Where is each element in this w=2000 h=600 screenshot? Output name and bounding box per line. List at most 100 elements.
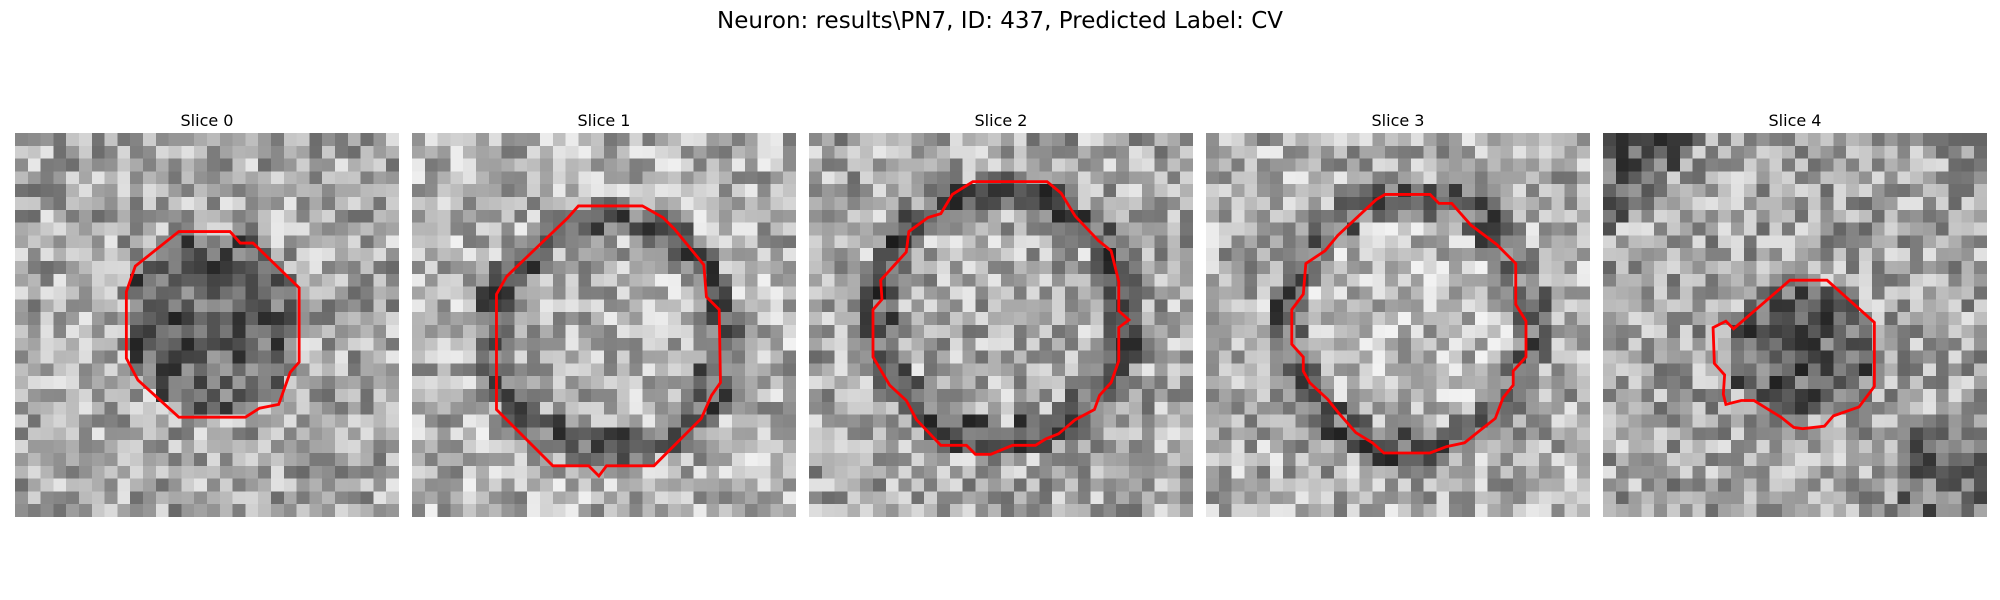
pixel (1782, 158, 1796, 172)
pixel (1769, 427, 1783, 441)
pixel (1398, 145, 1412, 159)
pixel (809, 145, 823, 159)
pixel (552, 209, 566, 223)
pixel (1641, 184, 1655, 198)
pixel (155, 414, 169, 428)
pixel (1436, 363, 1450, 377)
pixel (668, 325, 682, 339)
pixel (27, 261, 41, 275)
pixel (207, 235, 221, 249)
pixel (1679, 504, 1693, 517)
pixel (732, 197, 746, 211)
pixel (1359, 389, 1373, 403)
pixel (424, 337, 438, 351)
pixel (757, 478, 771, 492)
pixel (1769, 248, 1783, 262)
cell-contour (1711, 278, 1876, 431)
pixel (1807, 197, 1821, 211)
pixel (924, 491, 938, 505)
pixel (1308, 286, 1322, 300)
pixel (463, 286, 477, 300)
pixel (463, 401, 477, 415)
pixel (1513, 171, 1527, 185)
pixel (373, 158, 387, 172)
pixel (1846, 389, 1860, 403)
pixel (1782, 248, 1796, 262)
pixel (898, 158, 912, 172)
pixel (1513, 235, 1527, 249)
pixel (1116, 453, 1130, 467)
pixel (885, 453, 899, 467)
pixel (424, 465, 438, 479)
pixel (655, 389, 669, 403)
pixel (335, 427, 349, 441)
pixel (1423, 209, 1437, 223)
pixel (949, 414, 963, 428)
pixel (1282, 209, 1296, 223)
pixel (1654, 376, 1668, 390)
pixel (1923, 350, 1937, 364)
pixel (1884, 478, 1898, 492)
pixel (1974, 427, 1987, 441)
pixel (1795, 363, 1809, 377)
pixel (1859, 453, 1873, 467)
pixel (770, 414, 784, 428)
pixel (988, 235, 1002, 249)
pixel (540, 248, 554, 262)
pixel (1526, 261, 1540, 275)
pixel (476, 184, 490, 198)
pixel (1910, 286, 1924, 300)
pixel (1013, 504, 1027, 517)
pixel (1013, 158, 1027, 172)
pixel (757, 235, 771, 249)
pixel (1654, 235, 1668, 249)
pixel (1628, 209, 1642, 223)
pixel (552, 145, 566, 159)
pixel (15, 209, 29, 223)
pixel (1948, 401, 1962, 415)
pixel (975, 337, 989, 351)
pixel (770, 504, 784, 517)
pixel (962, 363, 976, 377)
pixel (616, 401, 630, 415)
pixel (770, 337, 784, 351)
pixel (527, 325, 541, 339)
pixel (1833, 197, 1847, 211)
pixel (1116, 414, 1130, 428)
pixel (1628, 133, 1642, 147)
pixel (1910, 209, 1924, 223)
pixel (770, 184, 784, 198)
pixel (437, 414, 451, 428)
pixel (1013, 465, 1027, 479)
pixel (463, 312, 477, 326)
pixel (1718, 350, 1732, 364)
pixel (1231, 504, 1245, 517)
pixel (1628, 478, 1642, 492)
pixel (693, 376, 707, 390)
pixel (1807, 158, 1821, 172)
pixel (309, 414, 323, 428)
pixel (386, 197, 399, 211)
pixel (1935, 209, 1949, 223)
pixel (1692, 158, 1706, 172)
pixel (104, 325, 118, 339)
pixel (540, 133, 554, 147)
pixel (1167, 299, 1181, 313)
pixel (1820, 440, 1834, 454)
pixel (1679, 248, 1693, 262)
pixel (1961, 145, 1975, 159)
pixel (706, 222, 720, 236)
pixel (1897, 184, 1911, 198)
pixel (1654, 389, 1668, 403)
pixel (1948, 222, 1962, 236)
pixel (1141, 376, 1155, 390)
pixel (642, 158, 656, 172)
pixel (1500, 465, 1514, 479)
pixel (1423, 478, 1437, 492)
pixel (1077, 145, 1091, 159)
pixel (1167, 312, 1181, 326)
pixel (847, 209, 861, 223)
pixel (1334, 248, 1348, 262)
pixel (219, 273, 233, 287)
pixel (1935, 491, 1949, 505)
